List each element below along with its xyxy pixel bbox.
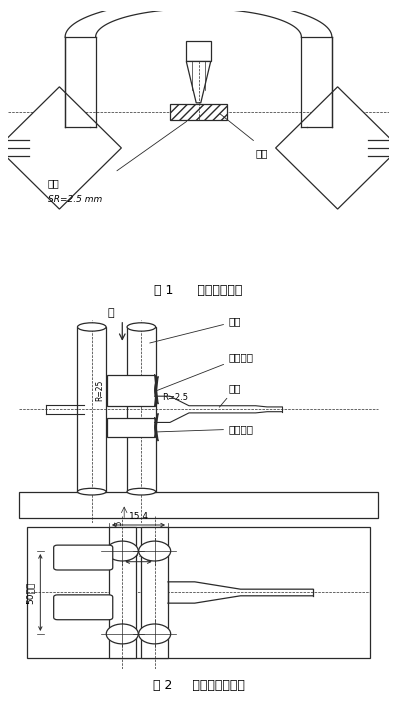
- FancyBboxPatch shape: [54, 595, 113, 620]
- Text: R=25: R=25: [114, 519, 123, 541]
- Text: 15.4: 15.4: [129, 513, 148, 521]
- Text: 50最小: 50最小: [26, 581, 35, 604]
- Text: 力: 力: [107, 308, 114, 318]
- Text: 固定压块: 固定压块: [158, 424, 254, 434]
- Text: R=2.5: R=2.5: [162, 393, 188, 402]
- Bar: [19, 492, 378, 518]
- Polygon shape: [0, 87, 121, 209]
- Ellipse shape: [127, 323, 156, 331]
- Bar: [109, 528, 136, 657]
- Circle shape: [139, 624, 171, 644]
- Text: 15.0: 15.0: [128, 551, 148, 559]
- Text: 导轨: 导轨: [150, 316, 241, 343]
- Bar: [77, 327, 106, 492]
- Ellipse shape: [77, 323, 106, 331]
- Bar: [127, 327, 156, 492]
- Text: 球面: 球面: [48, 178, 60, 188]
- Text: 图 1      球压试验装置: 图 1 球压试验装置: [154, 284, 243, 297]
- Text: 图 2     热压缩试验装置: 图 2 热压缩试验装置: [152, 679, 245, 692]
- Bar: [141, 528, 168, 657]
- Ellipse shape: [127, 488, 156, 495]
- Polygon shape: [186, 62, 211, 103]
- FancyBboxPatch shape: [54, 545, 113, 570]
- Bar: [107, 417, 155, 437]
- Text: R=25: R=25: [96, 379, 105, 401]
- Circle shape: [139, 541, 171, 561]
- Ellipse shape: [77, 488, 106, 495]
- Polygon shape: [276, 87, 397, 209]
- Text: 试样: 试样: [220, 383, 241, 407]
- Bar: [27, 528, 370, 657]
- Text: 试样: 试样: [256, 148, 268, 158]
- Text: 移动压块: 移动压块: [157, 352, 254, 390]
- Bar: [170, 104, 227, 120]
- Circle shape: [106, 541, 138, 561]
- Bar: [186, 41, 211, 62]
- Text: SR=2.5 mm: SR=2.5 mm: [48, 195, 102, 204]
- Circle shape: [106, 624, 138, 644]
- Bar: [107, 374, 155, 406]
